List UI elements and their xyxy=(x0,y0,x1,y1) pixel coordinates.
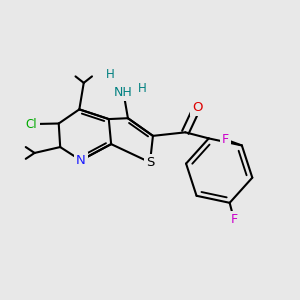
Text: H: H xyxy=(138,82,147,95)
Text: Cl: Cl xyxy=(26,118,38,130)
Text: NH: NH xyxy=(114,86,133,99)
Text: F: F xyxy=(222,133,229,146)
Text: F: F xyxy=(230,213,238,226)
Text: H: H xyxy=(106,68,115,81)
Text: N: N xyxy=(76,154,86,167)
Text: S: S xyxy=(146,156,154,169)
Text: O: O xyxy=(192,101,202,114)
